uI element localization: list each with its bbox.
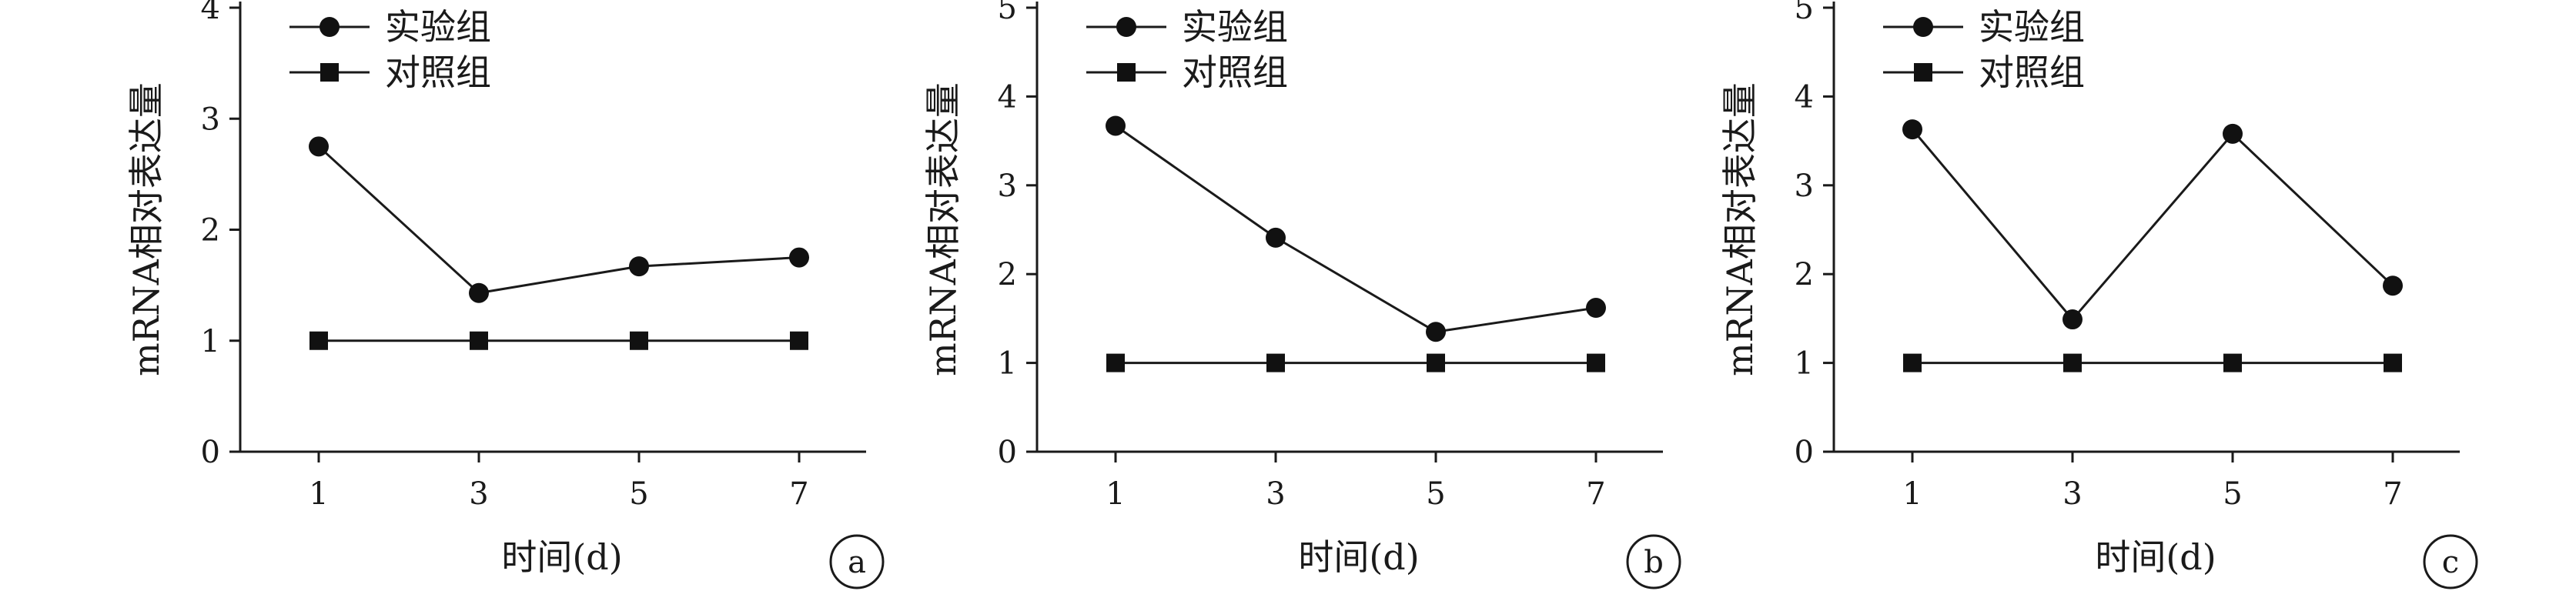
y-tick-label: 4 <box>1795 79 1814 115</box>
y-tick-label: 5 <box>1795 0 1814 26</box>
series-line-0 <box>317 145 800 295</box>
data-point-circle <box>2383 275 2403 296</box>
data-point-square <box>1427 353 1445 372</box>
legend-marker-circle <box>1116 17 1136 37</box>
legend-marker-square <box>1117 63 1136 82</box>
y-tick-label: 2 <box>998 257 1017 292</box>
data-point-square <box>470 331 488 350</box>
series-line-0 <box>1911 129 2394 322</box>
legend-label: 实验组 <box>385 6 491 48</box>
legend-label: 对照组 <box>1979 52 2085 93</box>
y-tick-label: 0 <box>998 435 1017 470</box>
x-tick-label: 1 <box>309 476 328 512</box>
legend-marker-square <box>1914 63 1932 82</box>
legend-label: 实验组 <box>1182 6 1288 48</box>
y-tick-label: 1 <box>201 324 220 359</box>
data-point-square <box>309 331 328 350</box>
data-point-circle <box>2062 309 2083 330</box>
y-tick-label: 1 <box>998 346 1017 382</box>
y-tick-label: 1 <box>1795 346 1814 382</box>
y-tick-label: 3 <box>1795 169 1814 204</box>
y-tick-label: 2 <box>1795 257 1814 292</box>
data-point-circle <box>1586 298 1606 319</box>
data-point-circle <box>2223 123 2243 144</box>
x-axis-title: 时间(d) <box>2095 536 2216 578</box>
legend-marker-circle <box>1913 17 1933 37</box>
data-point-circle <box>1902 119 1922 140</box>
x-tick-label: 7 <box>789 476 808 512</box>
y-axis-title: mRNA相对表达量 <box>922 82 964 376</box>
x-tick-label: 3 <box>469 476 488 512</box>
panel-label-circle <box>1626 534 1681 589</box>
legend-label: 实验组 <box>1979 6 2085 48</box>
panel-label: c <box>2442 545 2459 580</box>
data-point-square <box>1903 353 1922 372</box>
panel-label: a <box>848 545 866 580</box>
data-point-circle <box>469 282 489 303</box>
data-point-square <box>1587 353 1605 372</box>
data-point-square <box>630 331 648 350</box>
data-point-square <box>2063 353 2082 372</box>
x-tick-label: 7 <box>1586 476 1605 512</box>
data-point-square <box>2223 353 2242 372</box>
data-point-square <box>2384 353 2402 372</box>
y-tick-label: 0 <box>201 435 220 470</box>
y-tick-label: 0 <box>1795 435 1814 470</box>
data-point-circle <box>629 256 649 277</box>
x-tick-label: 5 <box>1426 476 1445 512</box>
y-axis-title: mRNA相对表达量 <box>125 82 167 376</box>
data-point-circle <box>1426 322 1446 342</box>
x-axis-title: 时间(d) <box>1298 536 1419 578</box>
x-tick-label: 5 <box>629 476 648 512</box>
data-point-square <box>1266 353 1285 372</box>
panel-label: b <box>1644 545 1664 580</box>
y-tick-label: 3 <box>201 102 220 137</box>
y-tick-label: 5 <box>998 0 1017 26</box>
x-tick-label: 7 <box>2383 476 2402 512</box>
x-tick-label: 3 <box>1266 476 1285 512</box>
panel-label-circle <box>2423 534 2478 589</box>
series-line-0 <box>1115 125 1597 333</box>
y-tick-label: 4 <box>998 79 1017 115</box>
x-tick-label: 3 <box>2062 476 2082 512</box>
y-tick-label: 2 <box>201 213 220 249</box>
legend-label: 对照组 <box>1182 52 1288 93</box>
data-point-circle <box>1266 227 1286 248</box>
legend-marker-circle <box>319 17 340 37</box>
data-point-square <box>790 331 808 350</box>
y-axis-title: mRNA相对表达量 <box>1719 82 1761 376</box>
data-point-circle <box>789 247 809 268</box>
y-tick-label: 3 <box>998 169 1017 204</box>
x-tick-label: 1 <box>1902 476 1922 512</box>
data-point-circle <box>309 136 329 157</box>
legend-marker-square <box>320 63 339 82</box>
x-tick-label: 1 <box>1106 476 1125 512</box>
x-axis-title: 时间(d) <box>501 536 622 578</box>
data-point-square <box>1106 353 1125 372</box>
y-tick-label: 4 <box>201 0 220 26</box>
panel-label-circle <box>829 534 885 589</box>
data-point-circle <box>1106 115 1126 136</box>
legend-label: 对照组 <box>385 52 491 93</box>
x-tick-label: 5 <box>2223 476 2242 512</box>
